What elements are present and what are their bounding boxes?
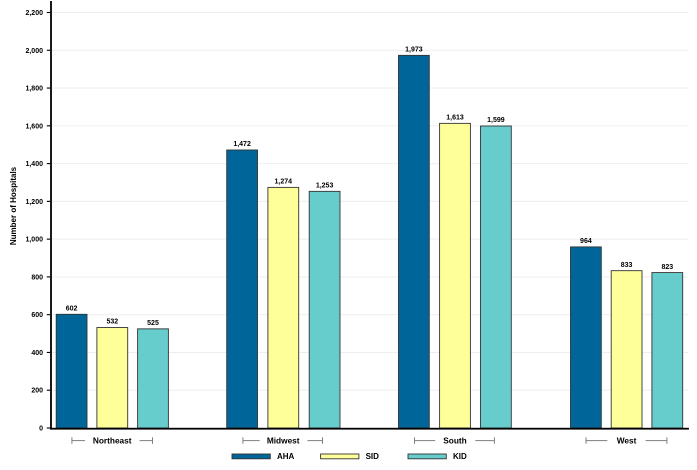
svg-text:1,400: 1,400 xyxy=(25,161,43,168)
svg-text:1,274: 1,274 xyxy=(275,179,293,186)
svg-text:Midwest: Midwest xyxy=(267,435,300,445)
svg-text:1,472: 1,472 xyxy=(233,141,251,148)
svg-text:1,600: 1,600 xyxy=(25,123,43,130)
svg-text:SID: SID xyxy=(366,452,380,461)
svg-text:AHA: AHA xyxy=(277,452,295,461)
svg-text:200: 200 xyxy=(31,388,43,395)
svg-text:1,973: 1,973 xyxy=(405,47,423,54)
svg-text:Number of Hospitals: Number of Hospitals xyxy=(9,166,18,245)
svg-text:1,253: 1,253 xyxy=(316,183,334,190)
svg-text:West: West xyxy=(617,435,637,445)
svg-text:2,200: 2,200 xyxy=(25,10,43,17)
svg-text:1,613: 1,613 xyxy=(446,115,464,122)
svg-text:1,599: 1,599 xyxy=(487,117,505,124)
svg-text:532: 532 xyxy=(106,319,118,326)
svg-text:800: 800 xyxy=(31,274,43,281)
svg-text:0: 0 xyxy=(39,426,43,433)
svg-text:525: 525 xyxy=(147,320,159,327)
svg-text:2,000: 2,000 xyxy=(25,48,43,55)
svg-text:1,200: 1,200 xyxy=(25,199,43,206)
svg-text:KID: KID xyxy=(453,452,467,461)
svg-text:600: 600 xyxy=(31,312,43,319)
svg-text:964: 964 xyxy=(580,238,592,245)
svg-text:1,000: 1,000 xyxy=(25,237,43,244)
svg-text:South: South xyxy=(443,435,467,445)
svg-text:833: 833 xyxy=(621,262,633,269)
svg-text:1,800: 1,800 xyxy=(25,86,43,93)
svg-text:400: 400 xyxy=(31,350,43,357)
svg-text:602: 602 xyxy=(66,306,78,313)
svg-text:823: 823 xyxy=(661,264,673,271)
svg-text:Northeast: Northeast xyxy=(93,435,132,445)
